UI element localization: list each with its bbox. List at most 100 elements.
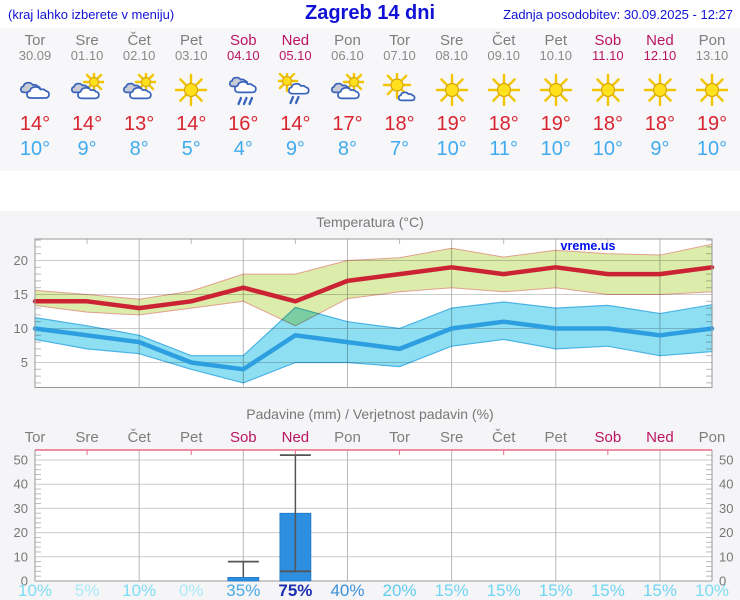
day-date: 09.10 (487, 48, 520, 63)
day-name: Sob (229, 32, 257, 49)
weather-icon-sunny (175, 73, 208, 107)
day-date: 08.10 (435, 48, 468, 63)
precip-y-tick-right: 40 (719, 477, 733, 492)
day-name: Pet (179, 32, 203, 49)
weather-icon-cell (374, 70, 426, 107)
temp-max: 19° (696, 113, 728, 135)
weather-icon-sun-cloud (382, 70, 417, 107)
day-date: 01.10 (70, 48, 104, 63)
precip-y-tick-right: 20 (719, 525, 733, 540)
weather-icon-sun-clouds (70, 70, 106, 107)
precip-probability: 15% (539, 581, 573, 600)
day-name: Pet (544, 32, 568, 49)
precip-y-tick-right: 50 (719, 453, 733, 468)
temp-min: 5° (181, 138, 201, 160)
precip-y-tick-left: 0 (21, 574, 28, 589)
temp-max: 14° (19, 113, 51, 135)
day-name: Sob (594, 32, 622, 49)
temp-max: 19° (436, 113, 467, 135)
day-name: Pon (334, 32, 361, 49)
weather-icon-sun-clouds (122, 70, 158, 107)
day-date: 06.10 (331, 48, 364, 63)
day-column: Pon 06.10 17° 8° (321, 28, 373, 160)
day-date: 30.09 (18, 48, 52, 63)
temp-min: 10° (592, 138, 623, 160)
day-date: 12.10 (643, 48, 677, 63)
weather-icon-cell (321, 70, 373, 107)
precip-day-label: Čet (492, 429, 516, 446)
temp-max: 19° (540, 113, 571, 135)
precip-day-label: Ned (646, 429, 674, 446)
weather-icon-cell (165, 73, 217, 107)
day-date: 13.10 (695, 48, 729, 63)
day-date: 05.10 (279, 48, 312, 63)
day-column: Pet 10.10 19° 10° (530, 28, 582, 161)
weather-icon-cell (9, 73, 61, 107)
precip-plot-bg (35, 450, 712, 581)
day-column: Tor 07.10 18° 7° (374, 28, 426, 160)
precip-y-tick-right: 0 (719, 574, 726, 589)
day-name: Pon (698, 32, 726, 49)
temp-min: 4° (233, 138, 253, 160)
temp-min: 9° (77, 138, 97, 160)
weather-icon-cell (478, 73, 530, 107)
temp-max: 18° (592, 113, 623, 135)
precip-probability: 35% (226, 581, 260, 600)
vreme-watermark[interactable]: vreme.us (561, 239, 616, 253)
weather-icon-cloudy (18, 73, 52, 107)
precip-day-label: Tor (25, 429, 46, 446)
precip-chart-title: Padavine (mm) / Verjetnost padavin (%) (246, 406, 493, 422)
day-name: Čet (492, 32, 516, 49)
precip-y-tick-left: 20 (14, 525, 28, 540)
precip-day-label: Pet (180, 429, 203, 446)
temp-max-line (32, 265, 715, 311)
weather-icon-rain (226, 73, 260, 106)
weather-icon-cell (113, 70, 165, 107)
sun-icon (591, 73, 625, 107)
sun-icon (175, 73, 208, 107)
temp-chart-title: Temperatura (°C) (316, 214, 424, 230)
temp-max: 14° (176, 113, 207, 135)
temp-max: 17° (332, 113, 363, 135)
day-name: Sre (439, 32, 464, 49)
temp-max: 14° (71, 113, 103, 135)
weather-icon-cell (634, 73, 686, 107)
temp-min: 10° (540, 138, 571, 160)
precip-probability: 15% (643, 581, 677, 600)
day-column: Sob 04.10 16° 4° (217, 28, 269, 161)
precip-day-label: Sre (440, 429, 463, 446)
precipitation-chart: Padavine (mm) / Verjetnost padavin (%) To… (14, 406, 734, 600)
temp-min: 10° (436, 138, 467, 160)
day-column: Sob 11.10 18° 10° (582, 28, 634, 160)
sun-icon (539, 73, 572, 107)
temp-y-tick: 5 (21, 355, 28, 370)
precip-probability: 75% (278, 581, 312, 600)
temp-min-line (32, 319, 715, 372)
precip-probability: 40% (330, 581, 364, 600)
day-name: Ned (646, 32, 674, 49)
day-column: Sre 01.10 14° 9° (61, 28, 113, 160)
temp-max: 16° (228, 113, 259, 135)
weather-icon-cell (217, 73, 269, 107)
precip-y-tick-left: 40 (14, 477, 28, 492)
precip-y-tick-left: 10 (14, 549, 28, 564)
sun-icon (643, 73, 677, 107)
precip-day-label: Sre (75, 429, 98, 446)
day-column: Tor 30.09 14° 10° (9, 28, 61, 161)
sun-icon (487, 73, 520, 107)
forecast-strip: Tor 30.09 14° 10° Sre 01.10 14° 9° Čet 02.10 13° 8°… (0, 28, 740, 171)
day-column: Čet 02.10 13° 8° (113, 28, 165, 160)
rain-drops-icon (237, 96, 254, 106)
temp-y-tick: 15 (14, 287, 28, 302)
precip-day-label: Čet (127, 429, 151, 446)
weather-icon-cell (582, 73, 634, 107)
day-date: 03.10 (174, 48, 208, 63)
day-name: Tor (389, 32, 410, 49)
weather-icon-sunny (695, 73, 729, 107)
day-date: 02.10 (122, 48, 156, 63)
sun-icon (435, 73, 468, 107)
day-name: Sre (75, 32, 99, 49)
day-date: 11.10 (592, 48, 624, 63)
temp-min: 8° (337, 138, 358, 160)
precip-probability: 15% (435, 581, 469, 600)
